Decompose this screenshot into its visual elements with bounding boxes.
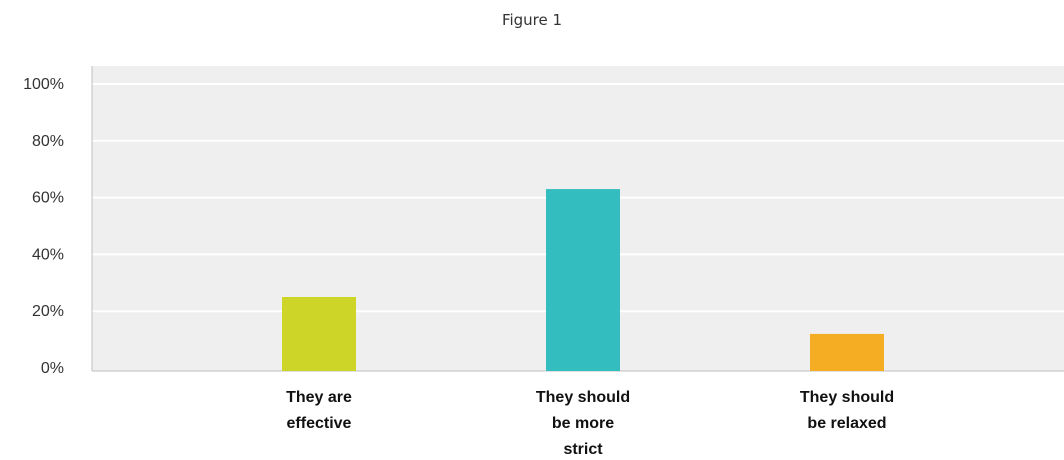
y-tick-label: 80%	[32, 133, 64, 150]
x-tick-label: They should be relaxed	[800, 389, 894, 432]
y-tick-labels: 0% 20% 40% 60% 80% 100%	[23, 76, 64, 377]
y-tick-label: 0%	[41, 360, 64, 377]
y-tick-label: 40%	[32, 246, 64, 263]
x-tick-label: They should be more strict	[536, 389, 630, 458]
x-tick-labels: They are effective They should be more stric…	[286, 389, 894, 458]
y-tick-label: 100%	[23, 76, 64, 93]
bar	[810, 333, 884, 371]
chart-title: Figure 1	[501, 11, 563, 29]
x-tick-label: They are effective	[286, 389, 352, 432]
bar	[546, 189, 620, 371]
y-tick-label: 60%	[32, 190, 64, 207]
y-tick-label: 20%	[32, 303, 64, 320]
bar	[282, 297, 356, 371]
bars	[282, 189, 884, 371]
